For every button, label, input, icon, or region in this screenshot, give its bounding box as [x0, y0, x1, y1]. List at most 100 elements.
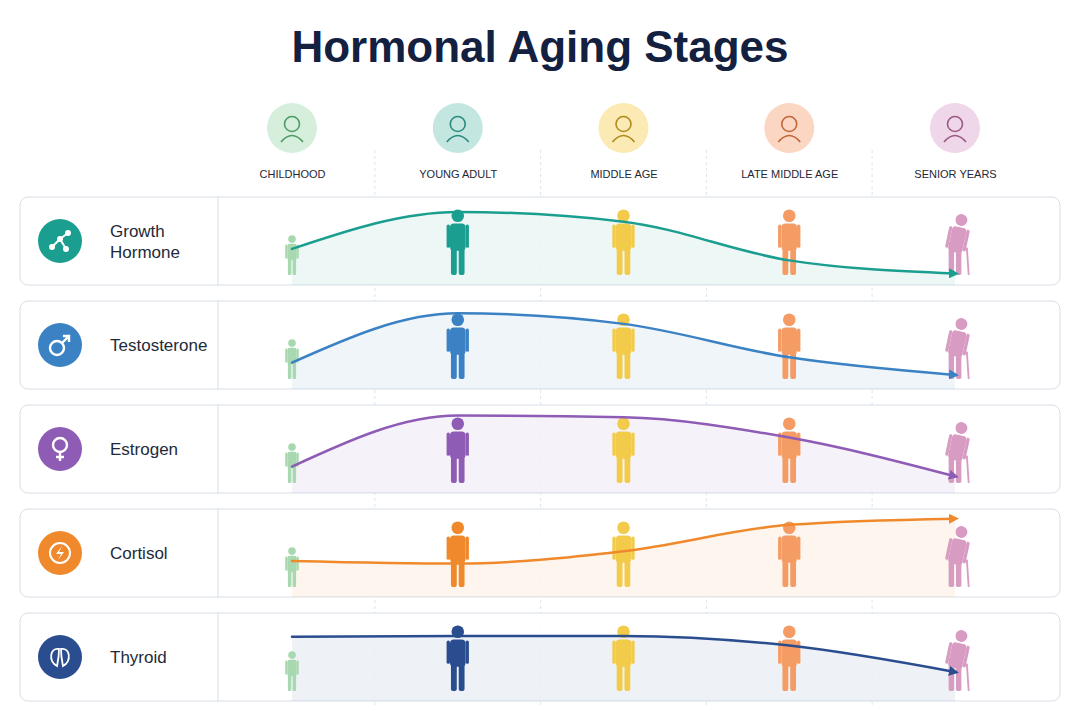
person-figure — [944, 524, 973, 587]
icon-glyph — [57, 236, 63, 242]
series-label-line: Estrogen — [110, 440, 178, 459]
figure-arm — [285, 244, 287, 258]
stage-icon-bg — [433, 103, 483, 153]
figure-leg — [956, 353, 961, 379]
figure-leg — [459, 664, 465, 691]
figure-cane — [967, 248, 969, 275]
figure-torso — [450, 328, 466, 355]
figure-arm — [631, 225, 634, 248]
series-label: Cortisol — [110, 544, 168, 563]
figure-arm — [447, 537, 450, 560]
person-figure — [778, 313, 800, 379]
chart: Hormonal Aging StagesCHILDHOODYOUNG ADUL… — [0, 0, 1080, 720]
icon-glyph — [56, 546, 64, 560]
figure-leg — [956, 249, 961, 275]
figure-leg — [293, 571, 297, 587]
figure-arm — [797, 329, 800, 352]
row-icon — [38, 531, 82, 575]
row-icon-bg — [38, 635, 82, 679]
figure-head — [954, 629, 968, 643]
figure-arm — [945, 434, 953, 456]
plot-area-line — [292, 636, 955, 672]
figure-arm — [797, 641, 800, 664]
figure-torso — [616, 432, 632, 459]
figure-head — [783, 313, 796, 326]
x-tick-label: MIDDLE AGE — [590, 168, 657, 180]
figure-leg — [288, 675, 292, 691]
figure-head — [954, 317, 968, 331]
figure-leg — [288, 259, 292, 275]
stage-icon — [433, 103, 483, 153]
figure-leg — [617, 456, 623, 483]
figure-cane — [967, 456, 969, 483]
stage-icon-head — [948, 117, 963, 132]
figure-torso — [616, 536, 632, 563]
x-tick: YOUNG ADULT — [419, 168, 497, 180]
figure-arm — [612, 433, 615, 456]
panel-divider — [218, 301, 219, 389]
person-figure — [778, 625, 800, 691]
figure-leg — [288, 571, 292, 587]
figure-arm — [447, 641, 450, 664]
figure-head — [451, 417, 464, 430]
figure-head — [617, 521, 630, 534]
stage-icon-head — [450, 117, 465, 132]
figure-leg — [956, 665, 961, 691]
figure-arm — [447, 433, 450, 456]
figure-arm — [945, 226, 953, 248]
series-line — [292, 519, 955, 564]
figure-head — [954, 421, 968, 435]
x-tick: SENIOR YEARS — [914, 168, 996, 180]
person-figure — [612, 417, 634, 483]
icon-glyph — [56, 452, 64, 461]
figure-leg — [782, 248, 788, 275]
figure-leg — [459, 248, 465, 275]
row-icon-bg — [38, 531, 82, 575]
icon-glyph — [49, 244, 55, 250]
series-label: Estrogen — [110, 440, 178, 459]
series-label-line: Testosterone — [110, 336, 207, 355]
person-figure — [944, 212, 973, 275]
figure-arm — [285, 452, 287, 466]
figure-leg — [949, 561, 954, 587]
plot-area — [292, 313, 955, 389]
figure-arm — [297, 660, 299, 674]
series-area — [292, 416, 955, 493]
person-figure — [778, 521, 800, 587]
x-tick-label: YOUNG ADULT — [419, 168, 497, 180]
figure-head — [617, 417, 630, 430]
series-label: Thyroid — [110, 648, 167, 667]
figure-arm — [612, 225, 615, 248]
figure-torso — [450, 224, 466, 251]
series-area — [292, 313, 955, 389]
figure-torso — [781, 640, 797, 667]
figure-leg — [956, 457, 961, 483]
plot-area — [292, 519, 955, 597]
figure-torso — [287, 556, 296, 572]
figure-leg — [956, 561, 961, 587]
person-figure — [447, 313, 469, 379]
series-label-line: Thyroid — [110, 648, 167, 667]
figure-torso — [781, 328, 797, 355]
figure-leg — [790, 664, 796, 691]
figure-leg — [949, 249, 954, 275]
figure-head — [288, 443, 296, 451]
panel-divider — [218, 197, 219, 285]
panel: Cortisol — [20, 509, 1060, 597]
plot-area-line — [292, 212, 955, 274]
figure-leg — [451, 456, 457, 483]
figure-leg — [451, 664, 457, 691]
figures — [285, 209, 973, 275]
series-line — [292, 636, 955, 672]
stage-icon-body — [447, 136, 469, 143]
figure-torso — [287, 660, 296, 676]
panel: GrowthHormone — [20, 197, 1060, 285]
stage-icon-bg — [764, 103, 814, 153]
icon-glyph — [50, 341, 64, 355]
figure-head — [288, 547, 296, 555]
person-figure — [447, 521, 469, 587]
stage-icon — [764, 103, 814, 153]
series-line — [292, 212, 955, 274]
series-label: Testosterone — [110, 336, 207, 355]
figure-arm — [466, 433, 469, 456]
